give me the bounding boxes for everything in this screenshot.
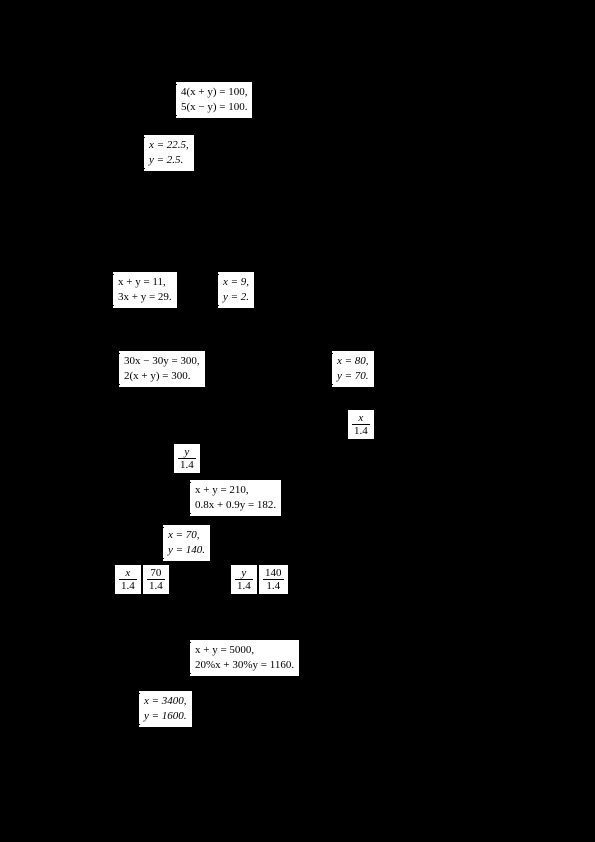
fraction-70-over-1-4: 70 1.4 [143,565,169,594]
eq6-line2: y = 70. [337,369,369,384]
fraction-y-over-1-4: y 1.4 [174,444,200,473]
eq2-line1: x = 22.5, [149,138,189,153]
frac1-den: 1.4 [352,425,370,437]
eq4-line1: x = 9, [223,275,249,290]
eq7-line1: x + y = 210, [195,483,276,498]
frac1-num: x [352,412,370,425]
eq1-line1: 4(x + y) = 100, [181,85,247,100]
eq6-line1: x = 80, [337,354,369,369]
frac2-den: 1.4 [178,459,196,471]
eq8-line2: y = 140. [168,543,205,558]
equation-system-1: 4(x + y) = 100, 5(x − y) = 100. [176,82,252,118]
eq7-line2: 0.8x + 0.9y = 182. [195,498,276,513]
frac3b-num: 70 [147,567,165,580]
frac3b-den: 1.4 [147,580,165,592]
equation-system-5: x + y = 5000, 20%x + 30%y = 1160. [190,640,299,676]
equation-system-3: 30x − 30y = 300, 2(x + y) = 300. [119,351,205,387]
equation-solution-2: x = 9, y = 2. [218,272,254,308]
equation-solution-4: x = 70, y = 140. [163,525,210,561]
eq4-line2: y = 2. [223,290,249,305]
equation-system-4: x + y = 210, 0.8x + 0.9y = 182. [190,480,281,516]
frac4b-num: 140 [263,567,284,580]
eq1-line2: 5(x − y) = 100. [181,100,247,115]
fraction-140-over-1-4: 140 1.4 [259,565,288,594]
eq10-line1: x = 3400, [144,694,187,709]
fraction-pair-x-70: x 1.4 [115,565,141,594]
frac4a-den: 1.4 [235,580,253,592]
equation-solution-3: x = 80, y = 70. [332,351,374,387]
eq10-line2: y = 1600. [144,709,187,724]
eq8-line1: x = 70, [168,528,205,543]
eq9-line2: 20%x + 30%y = 1160. [195,658,294,673]
eq5-line2: 2(x + y) = 300. [124,369,200,384]
eq2-line2: y = 2.5. [149,153,189,168]
equation-system-2: x + y = 11, 3x + y = 29. [113,272,177,308]
fraction-pair-y-140: y 1.4 [231,565,257,594]
equation-solution-5: x = 3400, y = 1600. [139,691,192,727]
equation-solution-1: x = 22.5, y = 2.5. [144,135,194,171]
fraction-x-over-1-4: x 1.4 [348,410,374,439]
eq9-line1: x + y = 5000, [195,643,294,658]
frac4b-den: 1.4 [263,580,284,592]
frac2-num: y [178,446,196,459]
frac4a-num: y [235,567,253,580]
eq3-line2: 3x + y = 29. [118,290,172,305]
frac3a-num: x [119,567,137,580]
frac3a-den: 1.4 [119,580,137,592]
eq3-line1: x + y = 11, [118,275,172,290]
eq5-line1: 30x − 30y = 300, [124,354,200,369]
